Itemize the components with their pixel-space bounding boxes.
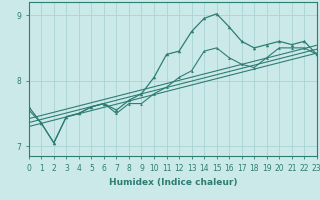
- X-axis label: Humidex (Indice chaleur): Humidex (Indice chaleur): [108, 178, 237, 187]
